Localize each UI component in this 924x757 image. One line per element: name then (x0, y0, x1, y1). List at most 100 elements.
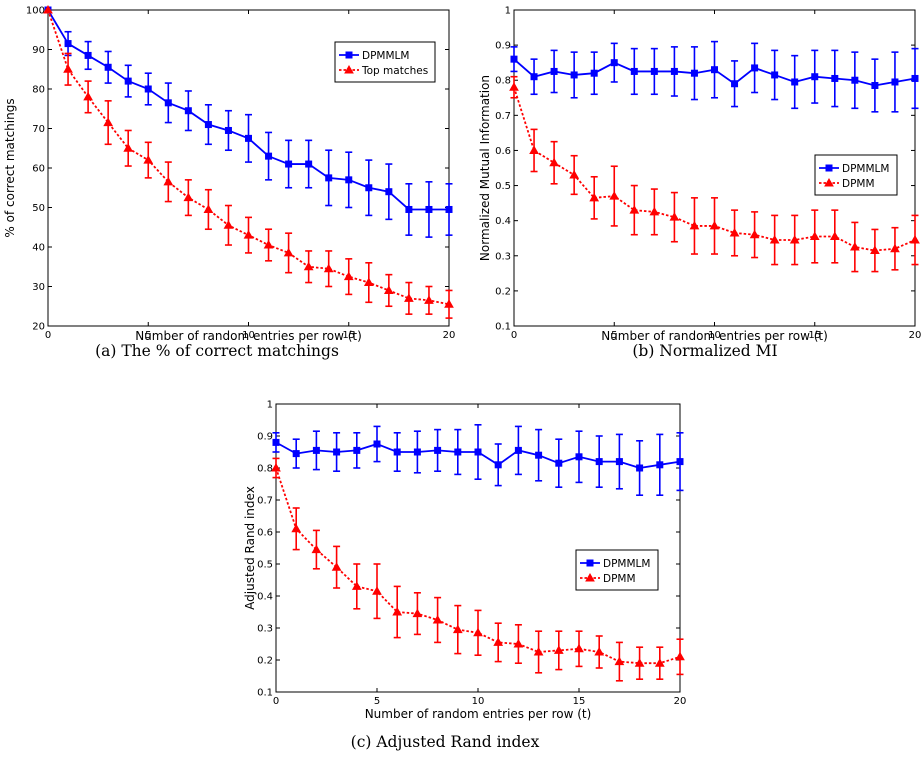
data-point (63, 64, 73, 73)
data-point (650, 67, 658, 75)
y-tick-label: 0.1 (495, 322, 511, 333)
y-tick-label: 0.3 (495, 251, 511, 262)
data-point (373, 440, 381, 448)
data-point (204, 121, 212, 129)
data-point (849, 241, 860, 251)
y-tick-label: 20 (32, 322, 45, 333)
data-point (353, 446, 361, 454)
data-point (811, 73, 819, 81)
data-point (425, 205, 433, 213)
y-tick-label: 0.2 (495, 286, 511, 297)
y-tick-label: 0.2 (257, 656, 273, 667)
figure-caption: (b) Normalized MI (632, 342, 777, 360)
y-tick-label: 70 (32, 124, 45, 135)
y-axis-label: % of correct matchings (3, 98, 17, 237)
y-tick-label: 60 (32, 164, 45, 175)
figure-caption: (c) Adjusted Rand index (351, 733, 540, 751)
y-tick-label: 0.4 (495, 216, 511, 227)
data-point (392, 606, 403, 616)
x-tick-label: 10 (708, 330, 721, 341)
legend-box (814, 154, 898, 196)
x-tick-label: 10 (242, 330, 255, 341)
data-point (871, 81, 879, 89)
y-axis-label: Normalized Mutual Information (478, 75, 492, 261)
data-point (634, 658, 645, 667)
data-point (829, 231, 840, 240)
series-dpmm (509, 75, 920, 273)
chart-b: 0 5 10 15 20 0.1 0.2 0.3 0.4 0.5 0.6 0.7 0.8 0.9 1 Numb… (478, 6, 921, 361)
data-point (405, 205, 413, 213)
data-point (649, 206, 660, 216)
legend-marker (825, 164, 833, 172)
legend-label: DPMM (842, 178, 875, 190)
series-top-matches (43, 4, 454, 319)
data-point (614, 656, 625, 666)
data-point (163, 176, 174, 186)
data-point (351, 581, 362, 590)
data-point (452, 624, 463, 634)
data-point (575, 453, 583, 461)
y-tick-label: 0.5 (257, 560, 273, 571)
x-tick-label: 15 (573, 696, 586, 707)
data-point (789, 234, 800, 244)
data-point (413, 448, 421, 456)
data-point (751, 64, 759, 72)
data-point (553, 645, 564, 654)
x-tick-label: 5 (374, 696, 380, 707)
series-dpmmlm (510, 40, 919, 113)
y-tick-label: 0.8 (257, 464, 273, 475)
data-point (890, 243, 900, 253)
data-point (343, 271, 354, 281)
data-point (434, 446, 442, 454)
data-point (809, 231, 820, 240)
legend-box (575, 549, 659, 591)
data-point (292, 450, 300, 458)
data-point (513, 638, 524, 648)
data-point (103, 117, 114, 127)
data-point (891, 78, 899, 86)
data-point (432, 614, 443, 624)
y-tick-label: 0.9 (257, 432, 273, 443)
data-point (363, 277, 374, 287)
x-tick-label: 5 (611, 330, 617, 341)
legend-label: DPMMLM (842, 163, 889, 175)
y-tick-label: 50 (32, 203, 45, 214)
legend-marker (586, 559, 594, 567)
data-point (654, 658, 665, 667)
data-point (910, 234, 920, 244)
data-point (609, 191, 620, 200)
legend-marker (585, 572, 595, 582)
data-point (245, 134, 252, 142)
y-tick-label: 0.7 (495, 111, 511, 122)
data-point (263, 240, 274, 249)
y-tick-label: 1 (267, 400, 273, 411)
data-point (325, 174, 333, 182)
data-point (183, 192, 194, 202)
legend-label: DPMMLM (362, 50, 409, 62)
data-point (535, 451, 543, 459)
data-point (610, 59, 618, 67)
data-point (530, 73, 538, 81)
data-point (690, 69, 698, 77)
x-axis-label: Number of random entries per row (t) (601, 329, 828, 343)
chart-c: 0 5 10 15 20 0.1 0.2 0.3 0.4 0.5 0.6 0.7 0.8 0.9 1 Numb… (243, 400, 686, 752)
data-point (305, 160, 313, 168)
data-point (311, 544, 322, 554)
data-point (675, 651, 685, 661)
data-point (711, 66, 718, 74)
data-point (473, 627, 483, 637)
legend: DPMMLM DPMM (575, 549, 659, 591)
x-tick-label: 20 (909, 330, 922, 341)
y-tick-label: 80 (32, 85, 45, 96)
data-point (271, 462, 281, 472)
legend: DPMMLM Top matches (334, 41, 436, 83)
data-point (670, 67, 678, 75)
y-tick-label: 0.7 (257, 496, 273, 507)
x-tick-label: 20 (443, 330, 456, 341)
data-point (454, 448, 462, 456)
x-axis-label: Number of random entries per row (t) (135, 329, 362, 343)
data-point (590, 69, 598, 77)
data-point (533, 646, 544, 656)
data-point (550, 67, 558, 75)
data-point (143, 155, 154, 164)
